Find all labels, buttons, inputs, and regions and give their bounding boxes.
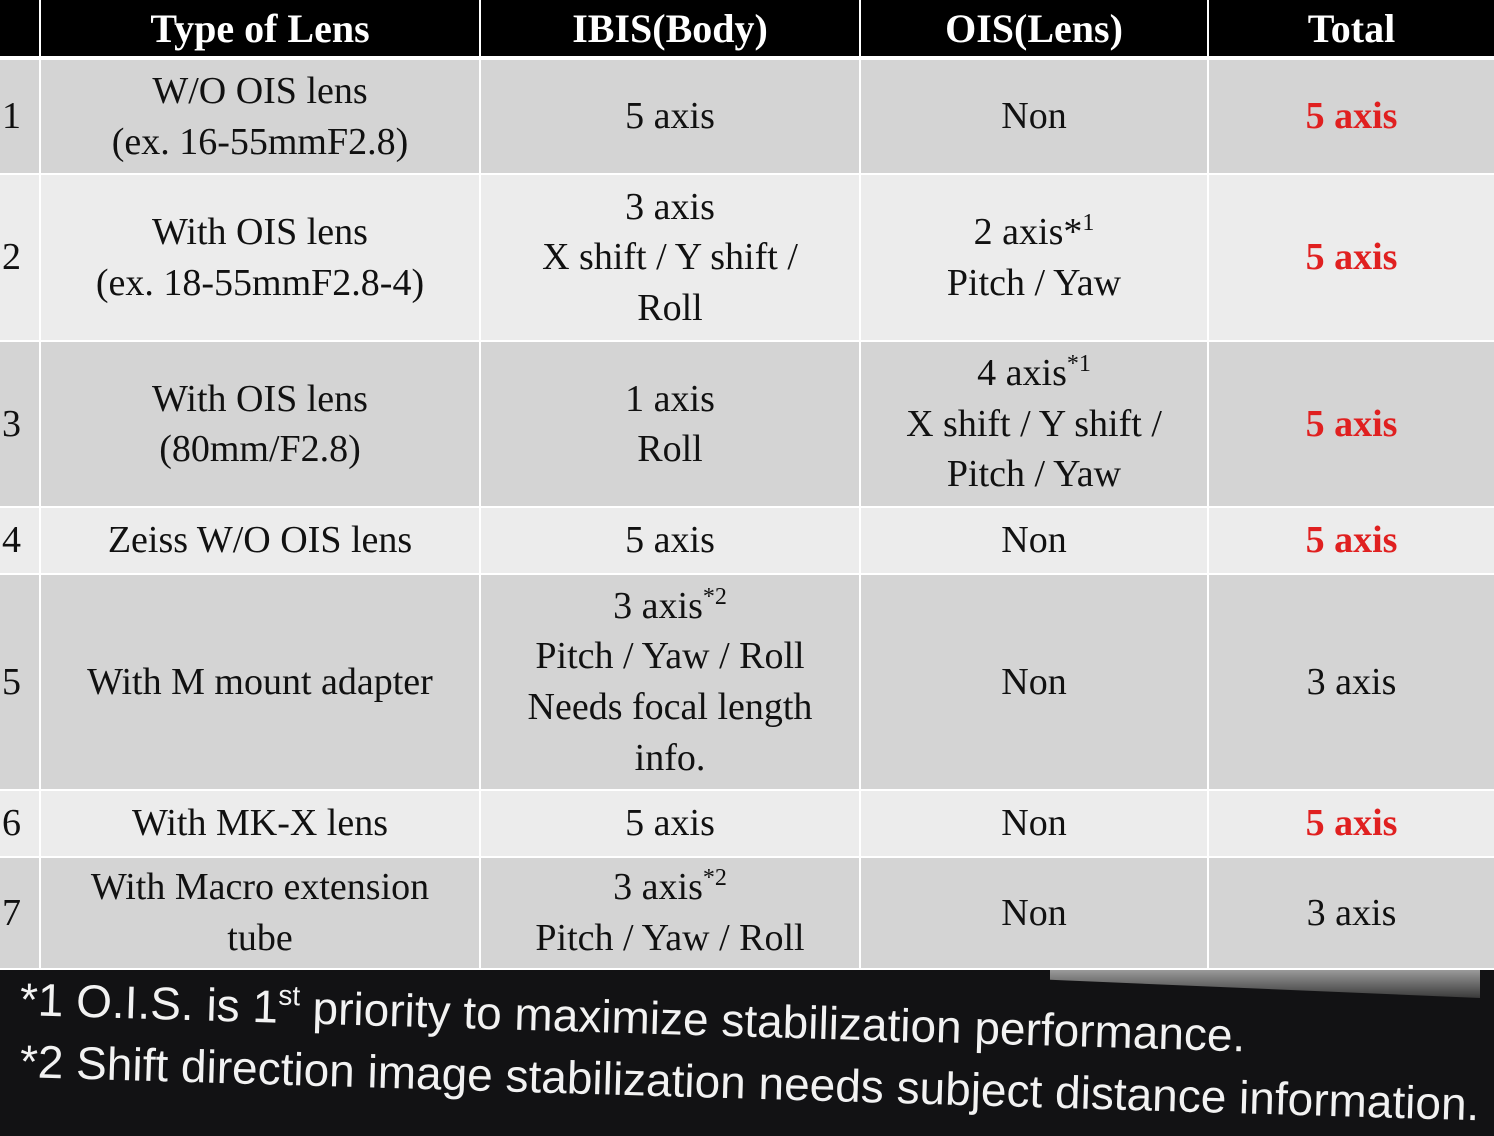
lens-type-line: With MK-X lens	[132, 802, 388, 845]
total-cell: 5 axis	[1208, 174, 1494, 342]
row-number: 4	[0, 507, 41, 575]
ibis-cell-line: 3 axis	[625, 185, 715, 228]
ibis-cell-line: X shift / Y shift /	[542, 236, 798, 279]
ibis-cell: 3 axis*2 Pitch / Yaw / Roll	[480, 856, 861, 971]
ois-cell-line: Pitch / Yaw	[946, 261, 1122, 304]
total-cell: 3 axis	[1208, 573, 1494, 792]
lens-type-line: With OIS lens	[152, 211, 368, 254]
total-cell: 5 axis	[1208, 340, 1494, 509]
table-row: 6 With MK-X lens 5 axis Non 5 axis	[0, 790, 1494, 858]
header-ois-lens: OIS(Lens)	[860, 0, 1209, 60]
row-number: 6	[0, 790, 41, 858]
footnotes-banner: *1 O.I.S. is 1st priority to maximize st…	[0, 970, 1494, 1136]
ois-cell-line: Non	[1001, 519, 1067, 562]
row-number: 7	[0, 856, 41, 971]
header-ibis-body: IBIS(Body)	[480, 0, 861, 60]
row-number: 5	[0, 573, 41, 792]
lens-type-line: W/O OIS lens	[152, 70, 368, 113]
lens-stabilization-table: Type of Lens IBIS(Body) OIS(Lens) Total …	[0, 0, 1494, 971]
ois-cell-line: Pitch / Yaw	[946, 453, 1122, 496]
header-number	[0, 0, 41, 60]
table-row: 3 With OIS lens (80mm/F2.8) 1 axis Roll 4 axi…	[0, 340, 1494, 509]
ois-cell-first-line: 2 axis*1	[861, 207, 1207, 258]
ois-cell-axis-count: 4 axis	[977, 352, 1067, 395]
ibis-cell: 1 axis Roll	[480, 340, 861, 509]
table-row: 4 Zeiss W/O OIS lens 5 axis Non 5 axis	[0, 507, 1494, 575]
row-number: 2	[0, 174, 41, 342]
ois-cell: Non	[860, 790, 1209, 858]
lens-type-cell: With MK-X lens	[40, 790, 481, 858]
ibis-cell: 3 axis*2 Pitch / Yaw / Roll Needs focal le…	[480, 573, 861, 792]
lens-type-line: Zeiss W/O OIS lens	[107, 519, 413, 562]
row-number: 1	[0, 58, 41, 176]
ibis-cell: 5 axis	[480, 507, 861, 575]
ibis-cell-line: 5 axis	[625, 802, 715, 845]
ois-cell: 4 axis*1 X shift / Y shift / Pitch / Yaw	[860, 340, 1209, 509]
total-cell: 5 axis	[1208, 507, 1494, 575]
lens-type-line: With M mount adapter	[87, 660, 433, 703]
stabilization-table-container: Type of Lens IBIS(Body) OIS(Lens) Total …	[0, 0, 1494, 971]
footnote-2: *2 Shift direction image stabilization n…	[19, 1035, 1481, 1131]
ibis-cell-line: Roll	[637, 428, 703, 471]
ibis-cell-line: Pitch / Yaw / Roll	[535, 916, 805, 959]
ois-cell-line: Non	[1001, 891, 1067, 934]
lens-type-line: With OIS lens	[152, 377, 368, 420]
row-number: 3	[0, 340, 41, 509]
lens-type-line: (80mm/F2.8)	[159, 428, 361, 471]
ibis-cell-line: Needs focal length	[527, 686, 813, 729]
table-row: 7 With Macro extension tube 3 axis*2 Pitch /…	[0, 856, 1494, 971]
ois-cell: Non	[860, 58, 1209, 176]
table-row: 2 With OIS lens (ex. 18-55mmF2.8-4) 3 axis X…	[0, 174, 1494, 342]
ois-cell-line: Non	[1001, 660, 1067, 703]
ibis-cell-footnote-ref: *2	[702, 583, 727, 610]
lens-type-cell: W/O OIS lens (ex. 16-55mmF2.8)	[40, 58, 481, 176]
lens-type-cell: With M mount adapter	[40, 573, 481, 792]
ibis-cell-line: Pitch / Yaw / Roll	[535, 635, 805, 678]
lens-type-line: (ex. 16-55mmF2.8)	[111, 120, 409, 163]
lens-type-line: (ex. 18-55mmF2.8-4)	[95, 261, 425, 304]
total-cell: 3 axis	[1208, 856, 1494, 971]
ois-cell: Non	[860, 507, 1209, 575]
ois-cell-footnote-ref: *1	[1066, 351, 1091, 378]
lens-type-cell: With OIS lens (80mm/F2.8)	[40, 340, 481, 509]
header-total: Total	[1208, 0, 1494, 60]
ibis-cell-line: Roll	[637, 286, 703, 329]
screen-edge-decoration	[1050, 970, 1480, 998]
total-cell: 5 axis	[1208, 790, 1494, 858]
ois-cell-first-line: 4 axis*1	[861, 348, 1207, 399]
lens-type-cell: Zeiss W/O OIS lens	[40, 507, 481, 575]
ibis-cell: 5 axis	[480, 790, 861, 858]
table-body: 1 W/O OIS lens (ex. 16-55mmF2.8) 5 axis Non 5…	[0, 58, 1494, 971]
footnote-1-sup: st	[277, 979, 301, 1012]
ois-cell-footnote-ref: 1	[1082, 210, 1095, 237]
lens-type-cell: With Macro extension tube	[40, 856, 481, 971]
ois-cell-line: Non	[1001, 95, 1067, 138]
ois-cell: 2 axis*1 Pitch / Yaw	[860, 174, 1209, 342]
ibis-cell-line: 5 axis	[625, 519, 715, 562]
footnote-1-prefix: *1 O.I.S. is 1	[19, 973, 279, 1033]
lens-type-line: With Macro extension	[90, 866, 430, 909]
ibis-cell-line: 5 axis	[625, 95, 715, 138]
ois-cell-axis-count: 2 axis*	[973, 211, 1083, 254]
ibis-cell-axis-count: 3 axis	[613, 584, 703, 627]
table-row: 1 W/O OIS lens (ex. 16-55mmF2.8) 5 axis Non 5…	[0, 58, 1494, 176]
ois-cell-line: Non	[1001, 802, 1067, 845]
ibis-cell-line: 1 axis	[625, 377, 715, 420]
ois-cell-line: X shift / Y shift /	[906, 402, 1162, 445]
ibis-cell: 5 axis	[480, 58, 861, 176]
table-row: 5 With M mount adapter 3 axis*2 Pitch / Yaw…	[0, 573, 1494, 792]
header-type-of-lens: Type of Lens	[40, 0, 481, 60]
ibis-cell-axis-count: 3 axis	[613, 866, 703, 909]
ois-cell: Non	[860, 573, 1209, 792]
ibis-cell-first-line: 3 axis*2	[481, 862, 859, 913]
table-header-row: Type of Lens IBIS(Body) OIS(Lens) Total	[0, 0, 1494, 60]
lens-type-line: tube	[227, 916, 293, 959]
ibis-cell-line: info.	[634, 736, 706, 779]
total-cell: 5 axis	[1208, 58, 1494, 176]
ois-cell: Non	[860, 856, 1209, 971]
ibis-cell: 3 axis X shift / Y shift / Roll	[480, 174, 861, 342]
ibis-cell-footnote-ref: *2	[702, 865, 727, 892]
lens-type-cell: With OIS lens (ex. 18-55mmF2.8-4)	[40, 174, 481, 342]
ibis-cell-first-line: 3 axis*2	[481, 581, 859, 632]
